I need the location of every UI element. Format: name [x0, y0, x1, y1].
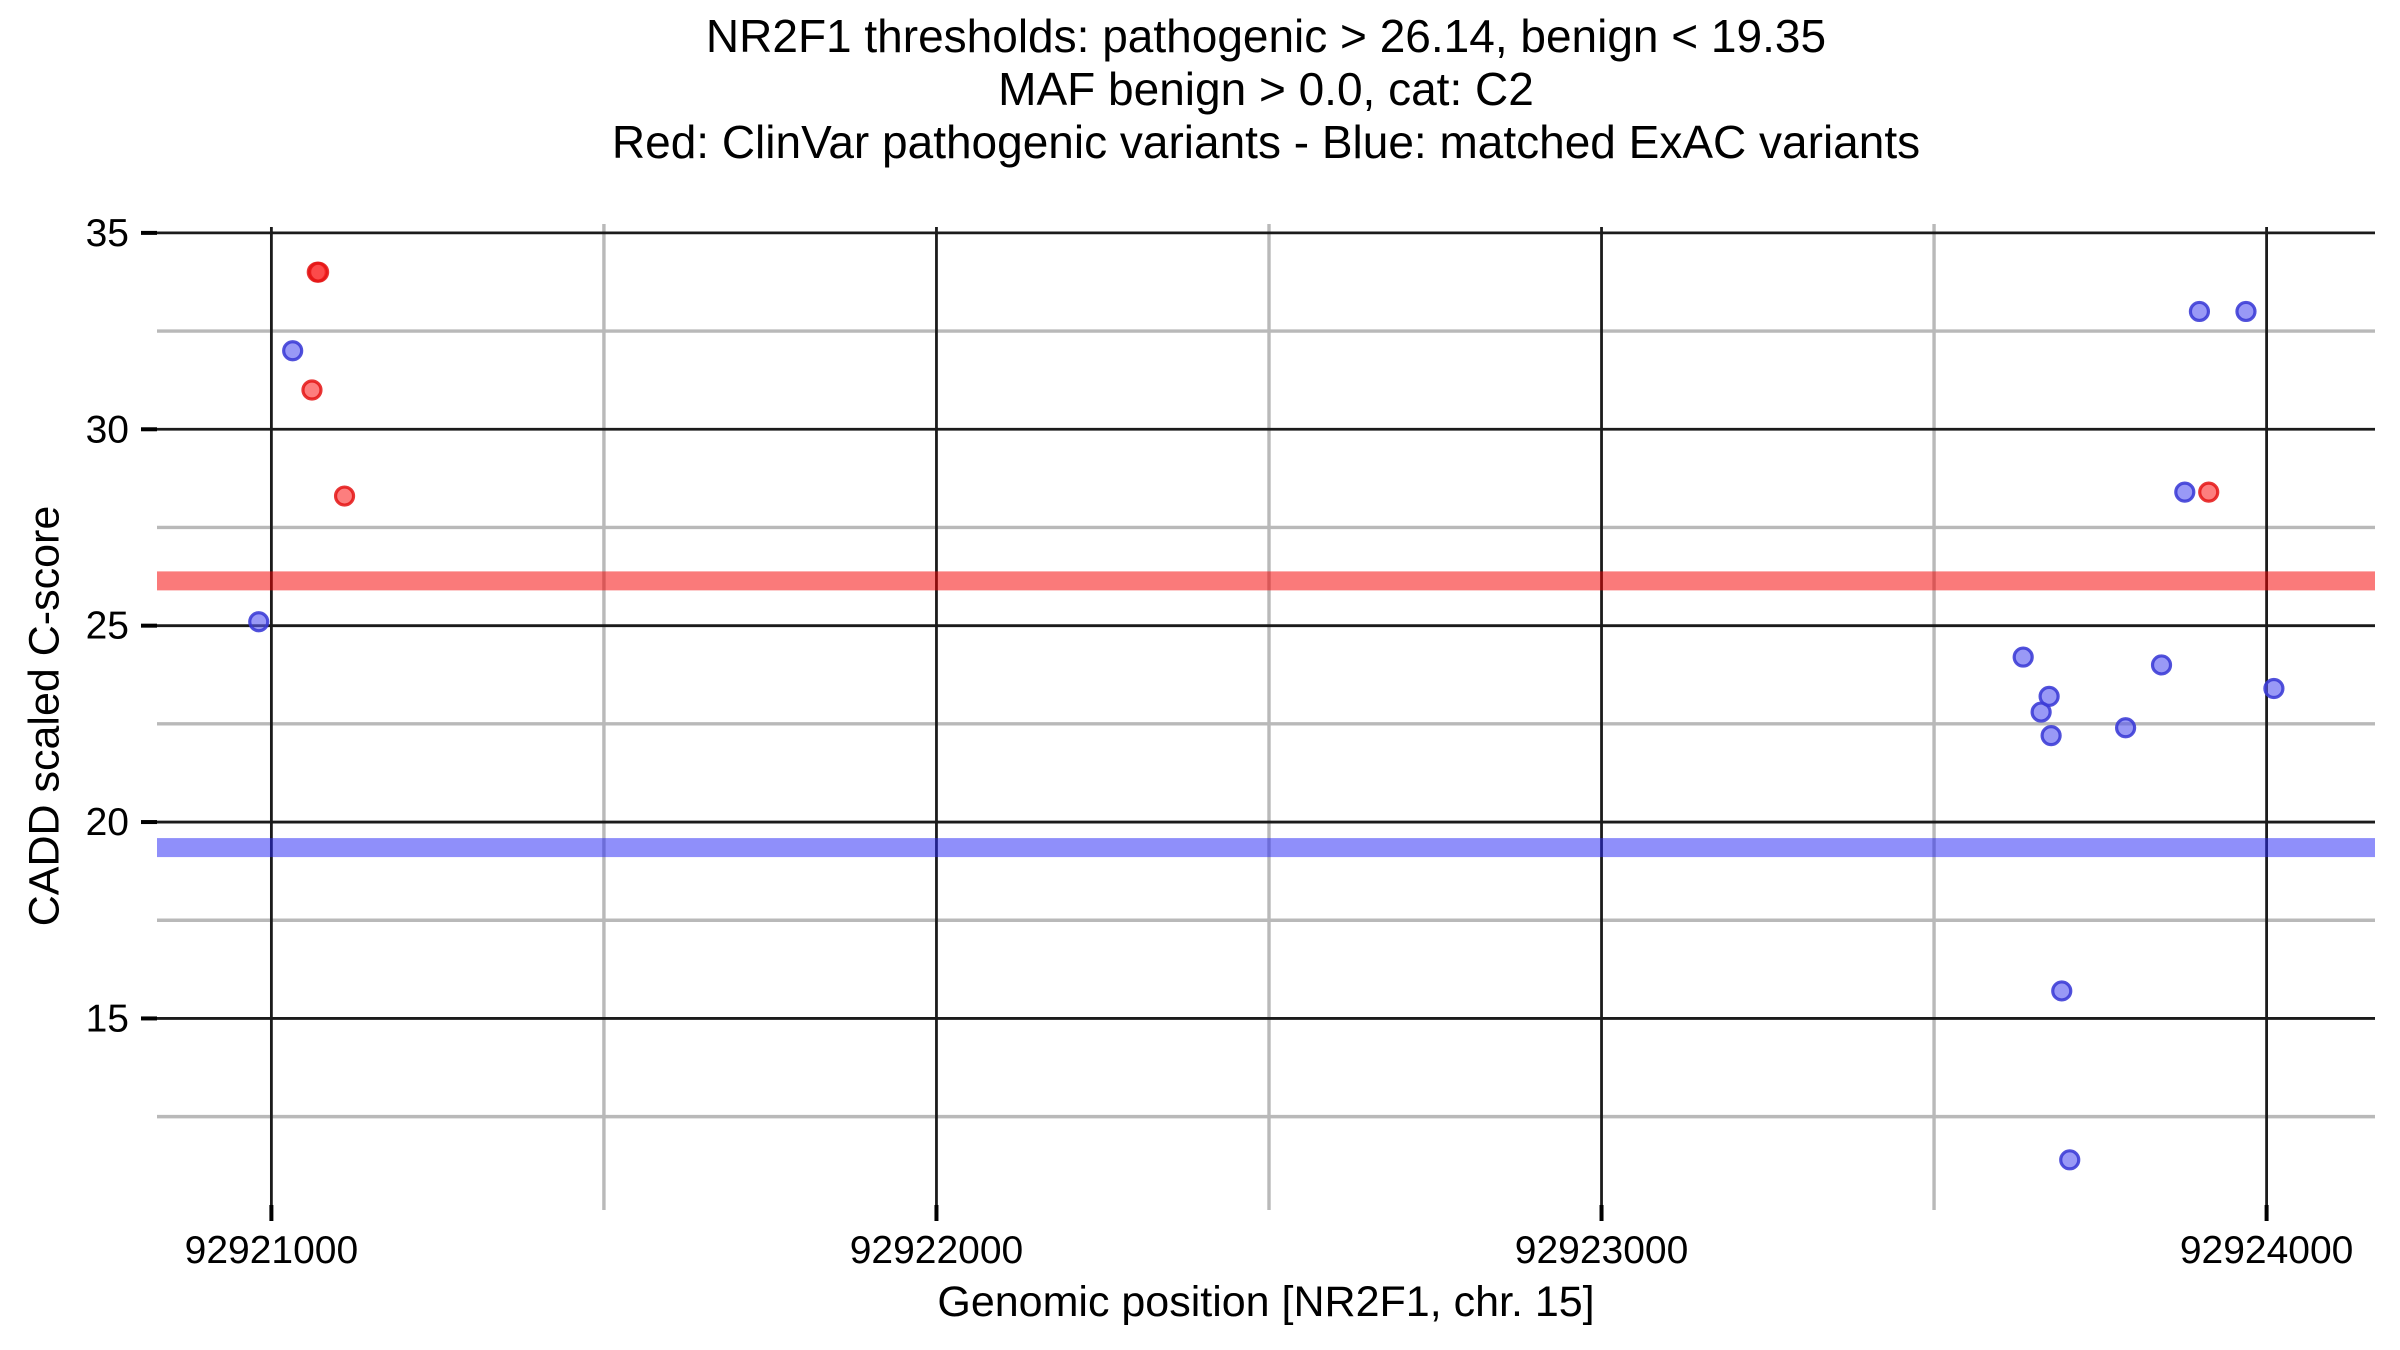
data-point-exac	[2150, 654, 2173, 676]
data-point-exac	[282, 340, 304, 362]
y-tick-label: 20	[86, 801, 129, 844]
x-axis-title: Genomic position [NR2F1, chr. 15]	[937, 1278, 1595, 1326]
data-point-exac	[2174, 481, 2196, 503]
y-axis-title: CADD scaled C-score	[20, 505, 69, 927]
data-point-exac	[2059, 1149, 2081, 1171]
threshold-band-benign	[157, 838, 2375, 858]
y-tick-label: 15	[86, 997, 129, 1040]
chart-title-line1: NR2F1 thresholds: pathogenic > 26.14, be…	[705, 10, 1827, 62]
threshold-band-pathogenic	[157, 571, 2375, 591]
data-point-pathogenic	[2198, 481, 2220, 503]
data-point-pathogenic	[301, 379, 323, 401]
data-point-exac	[2012, 646, 2034, 668]
chart-title-line2: MAF benign > 0.0, cat: C2	[998, 63, 1534, 115]
y-tick-label: 30	[86, 408, 129, 451]
data-point-pathogenic	[333, 485, 356, 507]
data-point-exac	[2051, 980, 2073, 1002]
data-point-exac	[2040, 725, 2062, 747]
chart-title-line3: Red: ClinVar pathogenic variants - Blue:…	[611, 116, 1921, 168]
data-point-exac	[2038, 685, 2060, 707]
x-tick-label: 92923000	[1515, 1229, 1689, 1272]
x-tick-label: 92924000	[2180, 1229, 2354, 1272]
y-tick-label: 35	[86, 212, 129, 255]
data-point-exac	[2235, 300, 2257, 323]
data-point-exac	[2114, 717, 2137, 739]
data-point-pathogenic	[308, 261, 330, 283]
data-point-exac	[2188, 300, 2211, 323]
x-tick-label: 92921000	[185, 1229, 359, 1272]
data-point-exac	[2263, 677, 2285, 700]
data-point-exac	[248, 611, 270, 633]
x-tick-label: 92922000	[850, 1229, 1024, 1272]
chart-title: NR2F1 thresholds: pathogenic > 26.14, be…	[157, 10, 2375, 169]
y-tick-label: 25	[86, 605, 129, 648]
